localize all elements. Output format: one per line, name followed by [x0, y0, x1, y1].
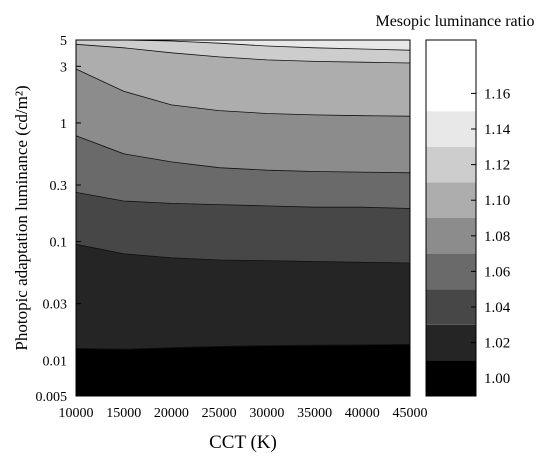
x-axis-ticks: 10000 15000 20000 25000 30000 35000 40000 45000 — [59, 391, 428, 421]
y-tick-label: 5 — [60, 34, 67, 49]
x-tick-label: 20000 — [154, 406, 189, 421]
y-tick-label: 0.3 — [50, 179, 68, 194]
colorbar-segment — [426, 289, 476, 325]
colorbar-tick-label: 1.12 — [484, 158, 510, 174]
y-tick-label: 1 — [60, 117, 67, 132]
contour-line — [75, 243, 411, 264]
colorbar-title: Mesopic luminance ratio — [375, 13, 534, 30]
colorbar-segment — [426, 182, 476, 218]
x-axis-label: CCT (K) — [209, 432, 277, 453]
colorbar — [426, 40, 476, 396]
colorbar-tick-label: 1.16 — [484, 86, 511, 102]
contour-line — [75, 344, 411, 350]
y-tick-label: 0.03 — [43, 298, 68, 313]
colorbar-segment — [426, 218, 476, 254]
y-tick-label: 0.1 — [50, 236, 68, 251]
contour-bands — [76, 40, 411, 396]
contour-line — [75, 192, 411, 209]
colorbar-tick-label: 1.02 — [484, 336, 510, 352]
contour-band — [90, 40, 411, 51]
x-tick-label: 25000 — [202, 406, 237, 421]
colorbar-tick-label: 1.14 — [484, 122, 511, 138]
colorbar-segment — [426, 111, 476, 147]
colorbar-tick-label: 1.00 — [484, 371, 510, 387]
colorbar-tick-label: 1.08 — [484, 229, 510, 245]
colorbar-segment — [426, 40, 476, 112]
contour-line — [75, 43, 411, 64]
x-tick-label: 10000 — [59, 406, 94, 421]
contour-line — [75, 135, 411, 174]
y-tick-label: 0.01 — [43, 354, 68, 369]
x-tick-label: 45000 — [393, 406, 428, 421]
y-tick-label: 3 — [60, 60, 67, 75]
colorbar-segment — [426, 253, 476, 290]
contour-lines — [75, 39, 411, 350]
plot-frame — [75, 39, 411, 397]
colorbar-frame — [425, 39, 477, 397]
x-tick-label: 30000 — [249, 406, 284, 421]
colorbar-segment — [426, 146, 476, 183]
x-tick-label: 15000 — [106, 406, 141, 421]
y-tick-label: 0.005 — [36, 390, 68, 405]
y-axis-label: Photopic adaptation luminance (cd/m²) — [12, 85, 31, 350]
contour-line — [75, 68, 411, 117]
colorbar-tick-label: 1.10 — [484, 193, 510, 209]
colorbar-segment — [426, 360, 476, 396]
x-tick-label: 35000 — [297, 406, 332, 421]
colorbar-tick-label: 1.04 — [484, 300, 511, 316]
x-tick-label: 40000 — [345, 406, 380, 421]
colorbar-ticks: 1.00 1.02 1.04 1.06 1.08 1.10 1.12 1.14 1.16 — [471, 86, 511, 387]
colorbar-tick-label: 1.06 — [484, 264, 511, 280]
colorbar-segment — [426, 324, 476, 361]
y-axis-ticks: 0.005 0.01 0.03 0.1 0.3 1 3 5 — [36, 34, 81, 405]
